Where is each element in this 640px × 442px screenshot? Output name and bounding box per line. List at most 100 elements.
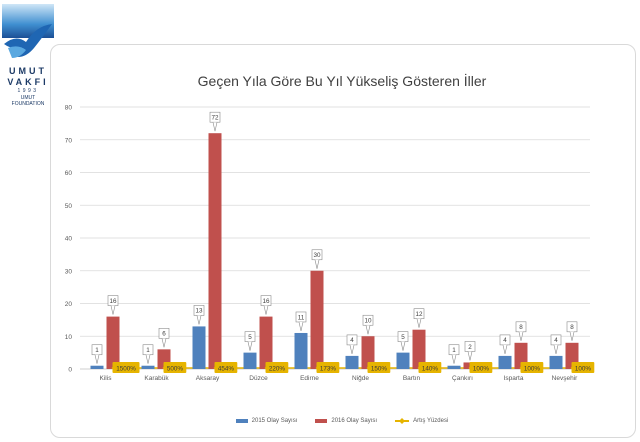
data-label-2016: 8	[566, 321, 578, 341]
data-label-2015-text: 11	[298, 314, 305, 321]
y-tick-label: 50	[65, 203, 73, 210]
x-tick-label: Aksaray	[196, 375, 220, 382]
data-label-2015: 1	[91, 344, 103, 364]
pct-label-box	[571, 362, 595, 373]
bar-2016	[259, 316, 273, 369]
bar-2016	[310, 270, 324, 369]
data-label-2015-text: 1	[452, 347, 456, 354]
pct-label: 100%	[575, 365, 592, 372]
data-label-2015: 11	[295, 311, 307, 332]
legend-swatch-2015	[235, 419, 248, 423]
data-label-2016-text: 6	[162, 331, 166, 338]
pct-label: 100%	[524, 365, 541, 372]
bar-2016	[208, 133, 222, 369]
data-label-2016-text: 12	[415, 311, 423, 318]
data-label-2016: 2	[464, 341, 476, 361]
data-label-2016-pointer	[518, 331, 524, 341]
data-label-2016: 10	[362, 314, 374, 335]
pct-label: 100%	[473, 365, 490, 372]
data-label-2016: 72	[209, 111, 221, 132]
data-label-2016: 12	[413, 308, 425, 328]
data-label-2015: 1	[142, 344, 154, 364]
logo-text-umut-small: UMUT	[20, 95, 36, 101]
data-label-2016-pointer	[212, 122, 218, 132]
y-tick-label: 0	[68, 367, 72, 374]
bar-2015	[192, 326, 206, 369]
chart-title: Geçen Yıla Göre Bu Yıl Yükseliş Gösteren…	[197, 73, 487, 89]
data-label-2015: 4	[346, 334, 358, 354]
data-label-2016-text: 72	[211, 115, 219, 122]
data-label-2016-text: 8	[519, 324, 523, 331]
x-tick-label: Bartın	[403, 375, 421, 382]
bar-2015	[90, 365, 104, 369]
data-label-2016-pointer	[467, 351, 473, 361]
umut-vakfi-logo: UMUT VAKFI 1993 UMUT FOUNDATION	[0, 0, 56, 110]
data-label-2015-pointer	[553, 344, 559, 354]
data-label-2015-pointer	[502, 344, 508, 354]
legend-swatch-pct	[395, 420, 410, 422]
data-label-2015-pointer	[94, 354, 100, 364]
data-label-2016-text: 10	[364, 318, 372, 325]
bar-2015	[243, 352, 257, 369]
bar-2015	[294, 332, 308, 369]
x-tick-label: Karabük	[144, 375, 169, 382]
legend-label-2016: 2016 Olay Sayısı	[331, 418, 378, 424]
pct-label-box	[265, 362, 289, 373]
data-label-2015: 13	[193, 305, 205, 325]
pct-label-box	[163, 362, 187, 373]
data-label-2015-text: 1	[146, 347, 150, 354]
legend-swatch-2016	[315, 419, 328, 423]
pct-label-box	[316, 362, 340, 373]
data-label-2015-text: 5	[248, 334, 252, 341]
x-tick-label: Kilis	[100, 375, 113, 382]
data-label-2015: 1	[448, 344, 460, 364]
data-label-2016-pointer	[314, 259, 320, 269]
y-tick-label: 60	[65, 170, 73, 177]
data-label-2016-pointer	[365, 325, 371, 335]
bar-2015	[498, 355, 512, 369]
bird-logo-icon	[2, 4, 54, 58]
data-label-2016-text: 2	[468, 344, 472, 351]
data-label-2016-pointer	[569, 331, 575, 341]
data-label-2016: 6	[158, 328, 170, 348]
data-label-2016-text: 16	[109, 298, 117, 305]
data-label-2015-text: 1	[95, 347, 99, 354]
data-label-2016-text: 8	[570, 324, 574, 331]
logo-text-umut: UMUT	[9, 66, 47, 76]
bar-2015	[447, 365, 461, 369]
x-tick-label: Düzce	[249, 375, 268, 382]
pct-label: 1500%	[116, 365, 136, 372]
data-label-2016: 16	[107, 295, 119, 315]
data-label-2015-pointer	[451, 354, 457, 364]
pct-label: 220%	[269, 365, 286, 372]
legend-item-2015: 2015 Olay Sayısı	[235, 418, 297, 424]
x-tick-label: Niğde	[352, 375, 369, 382]
data-label-2015: 5	[244, 331, 256, 351]
data-label-2015-pointer	[400, 341, 406, 351]
bar-2015	[396, 352, 410, 369]
data-label-2016-pointer	[263, 305, 269, 315]
bar-2015	[141, 365, 155, 369]
x-tick-label: Isparta	[504, 375, 524, 382]
y-tick-label: 80	[65, 105, 73, 112]
y-tick-label: 30	[65, 268, 73, 275]
pct-label-box	[214, 362, 238, 373]
data-label-2016-text: 30	[313, 252, 321, 259]
pct-label: 140%	[422, 365, 439, 372]
pct-label: 150%	[371, 365, 388, 372]
data-label-2016-text: 16	[262, 298, 270, 305]
pct-label: 173%	[320, 365, 337, 372]
y-tick-label: 10	[65, 334, 73, 341]
data-label-2015-text: 4	[503, 337, 507, 344]
data-label-2015-text: 5	[401, 334, 405, 341]
data-label-2016: 30	[311, 249, 323, 269]
data-label-2016-pointer	[416, 318, 422, 328]
pct-label-box	[418, 362, 442, 373]
bar-2015	[345, 355, 359, 369]
bar-2016	[412, 329, 426, 369]
logo-text-vakfi: VAKFI	[7, 77, 49, 87]
legend-label-pct: Artış Yüzdesi	[413, 418, 449, 424]
pct-label-box	[469, 362, 493, 373]
data-label-2015: 5	[397, 331, 409, 351]
pct-label-box	[367, 362, 391, 373]
